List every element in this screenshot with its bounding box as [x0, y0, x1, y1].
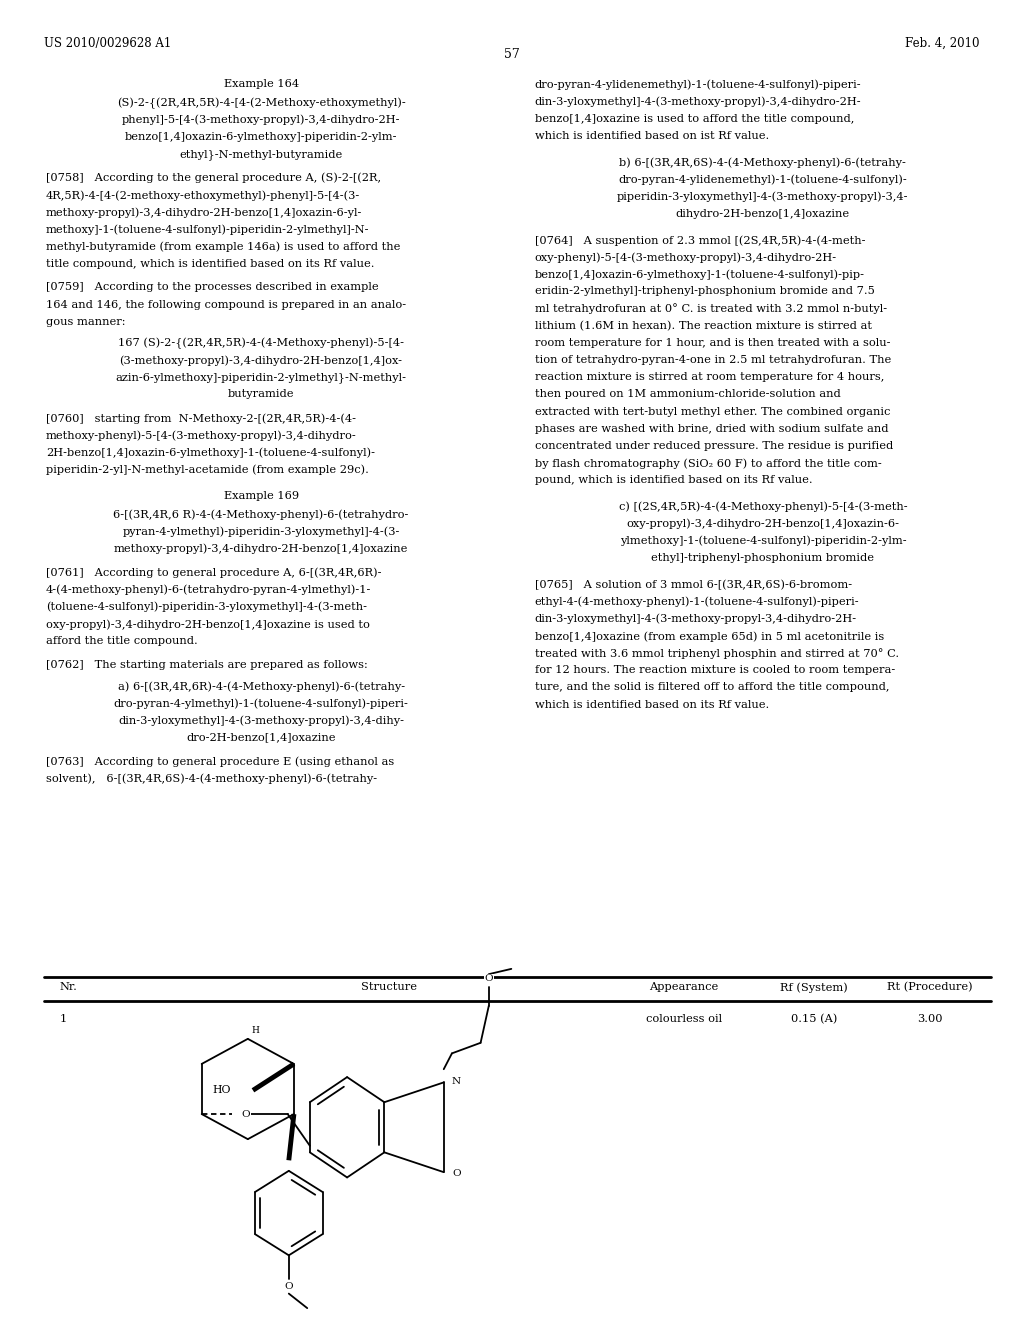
Text: piperidin-2-yl]-N-methyl-acetamide (from example 29c).: piperidin-2-yl]-N-methyl-acetamide (from…	[46, 465, 369, 475]
Text: which is identified based on ist Rf value.: which is identified based on ist Rf valu…	[535, 131, 769, 141]
Text: dro-pyran-4-ylmethyl)-1-(toluene-4-sulfonyl)-piperi-: dro-pyran-4-ylmethyl)-1-(toluene-4-sulfo…	[114, 698, 409, 709]
Text: O: O	[242, 1110, 250, 1118]
Text: then poured on 1M ammonium-chloride-solution and: then poured on 1M ammonium-chloride-solu…	[535, 389, 841, 400]
Text: extracted with tert-butyl methyl ether. The combined organic: extracted with tert-butyl methyl ether. …	[535, 407, 890, 417]
Text: 167 (S)-2-{(2R,4R,5R)-4-(4-Methoxy-phenyl)-5-[4-: 167 (S)-2-{(2R,4R,5R)-4-(4-Methoxy-pheny…	[118, 338, 404, 350]
Text: concentrated under reduced pressure. The residue is purified: concentrated under reduced pressure. The…	[535, 441, 893, 451]
Text: title compound, which is identified based on its Rf value.: title compound, which is identified base…	[46, 259, 375, 269]
Text: Nr.: Nr.	[59, 982, 77, 993]
Text: methoxy-propyl)-3,4-dihydro-2H-benzo[1,4]oxazin-6-yl-: methoxy-propyl)-3,4-dihydro-2H-benzo[1,4…	[46, 207, 362, 218]
Text: lithium (1.6M in hexan). The reaction mixture is stirred at: lithium (1.6M in hexan). The reaction mi…	[535, 321, 871, 331]
Text: oxy-phenyl)-5-[4-(3-methoxy-propyl)-3,4-dihydro-2H-: oxy-phenyl)-5-[4-(3-methoxy-propyl)-3,4-…	[535, 252, 837, 263]
Text: 3.00: 3.00	[918, 1014, 942, 1024]
Text: methoxy-phenyl)-5-[4-(3-methoxy-propyl)-3,4-dihydro-: methoxy-phenyl)-5-[4-(3-methoxy-propyl)-…	[46, 430, 356, 441]
Text: for 12 hours. The reaction mixture is cooled to room tempera-: for 12 hours. The reaction mixture is co…	[535, 665, 895, 676]
Text: [0764]   A suspention of 2.3 mmol [(2S,4R,5R)-4-(4-meth-: [0764] A suspention of 2.3 mmol [(2S,4R,…	[535, 235, 865, 246]
Text: phases are washed with brine, dried with sodium sulfate and: phases are washed with brine, dried with…	[535, 424, 888, 434]
Text: phenyl]-5-[4-(3-methoxy-propyl)-3,4-dihydro-2H-: phenyl]-5-[4-(3-methoxy-propyl)-3,4-dihy…	[122, 115, 400, 125]
Text: 0.15 (A): 0.15 (A)	[791, 1014, 838, 1024]
Text: pyran-4-ylmethyl)-piperidin-3-yloxymethyl]-4-(3-: pyran-4-ylmethyl)-piperidin-3-yloxymethy…	[123, 527, 399, 537]
Text: afford the title compound.: afford the title compound.	[46, 636, 198, 647]
Text: 1: 1	[59, 1014, 67, 1024]
Text: ethyl-4-(4-methoxy-phenyl)-1-(toluene-4-sulfonyl)-piperi-: ethyl-4-(4-methoxy-phenyl)-1-(toluene-4-…	[535, 597, 859, 607]
Text: azin-6-ylmethoxy]-piperidin-2-ylmethyl}-N-methyl-: azin-6-ylmethoxy]-piperidin-2-ylmethyl}-…	[116, 372, 407, 383]
Text: benzo[1,4]oxazine (from example 65d) in 5 ml acetonitrile is: benzo[1,4]oxazine (from example 65d) in …	[535, 631, 884, 642]
Text: 6-[(3R,4R,6 R)-4-(4-Methoxy-phenyl)-6-(tetrahydro-: 6-[(3R,4R,6 R)-4-(4-Methoxy-phenyl)-6-(t…	[114, 510, 409, 520]
Text: 2H-benzo[1,4]oxazin-6-ylmethoxy]-1-(toluene-4-sulfonyl)-: 2H-benzo[1,4]oxazin-6-ylmethoxy]-1-(tolu…	[46, 447, 375, 458]
Text: Feb. 4, 2010: Feb. 4, 2010	[905, 37, 980, 50]
Text: din-3-yloxymethyl]-4-(3-methoxy-propyl-3,4-dihydro-2H-: din-3-yloxymethyl]-4-(3-methoxy-propyl-3…	[535, 614, 857, 624]
Text: HO: HO	[212, 1085, 230, 1096]
Text: ylmethoxy]-1-(toluene-4-sulfonyl)-piperidin-2-ylm-: ylmethoxy]-1-(toluene-4-sulfonyl)-piperi…	[620, 536, 906, 546]
Text: [0765]   A solution of 3 mmol 6-[(3R,4R,6S)-6-bromom-: [0765] A solution of 3 mmol 6-[(3R,4R,6S…	[535, 579, 852, 590]
Text: treated with 3.6 mmol triphenyl phosphin and stirred at 70° C.: treated with 3.6 mmol triphenyl phosphin…	[535, 648, 899, 659]
Text: c) [(2S,4R,5R)-4-(4-Methoxy-phenyl)-5-[4-(3-meth-: c) [(2S,4R,5R)-4-(4-Methoxy-phenyl)-5-[4…	[618, 502, 907, 512]
Text: (toluene-4-sulfonyl)-piperidin-3-yloxymethyl]-4-(3-meth-: (toluene-4-sulfonyl)-piperidin-3-yloxyme…	[46, 602, 367, 612]
Text: dro-pyran-4-ylidenemethyl)-1-(toluene-4-sulfonyl)-: dro-pyran-4-ylidenemethyl)-1-(toluene-4-…	[618, 174, 907, 185]
Text: [0763]   According to general procedure E (using ethanol as: [0763] According to general procedure E …	[46, 756, 394, 767]
Text: [0758]   According to the general procedure A, (S)-2-[(2R,: [0758] According to the general procedur…	[46, 173, 381, 183]
Text: din-3-yloxymethyl]-4-(3-methoxy-propyl)-3,4-dihy-: din-3-yloxymethyl]-4-(3-methoxy-propyl)-…	[118, 715, 404, 726]
Text: room temperature for 1 hour, and is then treated with a solu-: room temperature for 1 hour, and is then…	[535, 338, 890, 348]
Text: (3-methoxy-propyl)-3,4-dihydro-2H-benzo[1,4]ox-: (3-methoxy-propyl)-3,4-dihydro-2H-benzo[…	[120, 355, 402, 366]
Text: tion of tetrahydro-pyran-4-one in 2.5 ml tetrahydrofuran. The: tion of tetrahydro-pyran-4-one in 2.5 ml…	[535, 355, 891, 366]
Text: Structure: Structure	[361, 982, 417, 993]
Text: 4R,5R)-4-[4-(2-methoxy-ethoxymethyl)-phenyl]-5-[4-(3-: 4R,5R)-4-[4-(2-methoxy-ethoxymethyl)-phe…	[46, 190, 360, 201]
Text: methyl-butyramide (from example 146a) is used to afford the: methyl-butyramide (from example 146a) is…	[46, 242, 400, 252]
Text: N: N	[452, 1077, 461, 1085]
Text: solvent),   6-[(3R,4R,6S)-4-(4-methoxy-phenyl)-6-(tetrahy-: solvent), 6-[(3R,4R,6S)-4-(4-methoxy-phe…	[46, 774, 377, 784]
Text: [0761]   According to general procedure A, 6-[(3R,4R,6R)-: [0761] According to general procedure A,…	[46, 568, 382, 578]
Text: 164 and 146, the following compound is prepared in an analo-: 164 and 146, the following compound is p…	[46, 300, 407, 310]
Text: benzo[1,4]oxazin-6-ylmethoxy]-piperidin-2-ylm-: benzo[1,4]oxazin-6-ylmethoxy]-piperidin-…	[125, 132, 397, 143]
Text: which is identified based on its Rf value.: which is identified based on its Rf valu…	[535, 700, 769, 710]
Text: by flash chromatography (SiO₂ 60 F) to afford the title com-: by flash chromatography (SiO₂ 60 F) to a…	[535, 458, 882, 469]
Text: [0759]   According to the processes described in example: [0759] According to the processes descri…	[46, 282, 379, 293]
Text: benzo[1,4]oxazine is used to afford the title compound,: benzo[1,4]oxazine is used to afford the …	[535, 114, 854, 124]
Text: Appearance: Appearance	[649, 982, 719, 993]
Text: Rt (Procedure): Rt (Procedure)	[887, 982, 973, 993]
Text: (S)-2-{(2R,4R,5R)-4-[4-(2-Methoxy-ethoxymethyl)-: (S)-2-{(2R,4R,5R)-4-[4-(2-Methoxy-ethoxy…	[117, 98, 406, 110]
Text: O: O	[285, 1282, 293, 1291]
Text: ethyl]-triphenyl-phosphonium bromide: ethyl]-triphenyl-phosphonium bromide	[651, 553, 874, 564]
Text: pound, which is identified based on its Rf value.: pound, which is identified based on its …	[535, 475, 812, 486]
Text: dro-pyran-4-ylidenemethyl)-1-(toluene-4-sulfonyl)-piperi-: dro-pyran-4-ylidenemethyl)-1-(toluene-4-…	[535, 79, 861, 90]
Text: [0760]   starting from  N-Methoxy-2-[(2R,4R,5R)-4-(4-: [0760] starting from N-Methoxy-2-[(2R,4R…	[46, 413, 356, 424]
Text: 57: 57	[504, 48, 520, 61]
Text: ml tetrahydrofuran at 0° C. is treated with 3.2 mmol n-butyl-: ml tetrahydrofuran at 0° C. is treated w…	[535, 304, 887, 314]
Text: methoxy-propyl)-3,4-dihydro-2H-benzo[1,4]oxazine: methoxy-propyl)-3,4-dihydro-2H-benzo[1,4…	[114, 544, 409, 554]
Text: butyramide: butyramide	[228, 389, 294, 400]
Text: O: O	[484, 974, 494, 983]
Text: benzo[1,4]oxazin-6-ylmethoxy]-1-(toluene-4-sulfonyl)-pip-: benzo[1,4]oxazin-6-ylmethoxy]-1-(toluene…	[535, 269, 864, 280]
Text: din-3-yloxymethyl]-4-(3-methoxy-propyl)-3,4-dihydro-2H-: din-3-yloxymethyl]-4-(3-methoxy-propyl)-…	[535, 96, 861, 107]
Text: piperidin-3-yloxymethyl]-4-(3-methoxy-propyl)-3,4-: piperidin-3-yloxymethyl]-4-(3-methoxy-pr…	[617, 191, 908, 202]
Text: Example 169: Example 169	[223, 491, 299, 502]
Text: colourless oil: colourless oil	[646, 1014, 722, 1024]
Text: b) 6-[(3R,4R,6S)-4-(4-Methoxy-phenyl)-6-(tetrahy-: b) 6-[(3R,4R,6S)-4-(4-Methoxy-phenyl)-6-…	[620, 157, 906, 168]
Text: Rf (System): Rf (System)	[780, 982, 848, 993]
Text: O: O	[452, 1170, 461, 1177]
Text: 4-(4-methoxy-phenyl)-6-(tetrahydro-pyran-4-ylmethyl)-1-: 4-(4-methoxy-phenyl)-6-(tetrahydro-pyran…	[46, 585, 372, 595]
Text: eridin-2-ylmethyl]-triphenyl-phosphonium bromide and 7.5: eridin-2-ylmethyl]-triphenyl-phosphonium…	[535, 286, 874, 297]
Text: oxy-propyl)-3,4-dihydro-2H-benzo[1,4]oxazine is used to: oxy-propyl)-3,4-dihydro-2H-benzo[1,4]oxa…	[46, 619, 370, 630]
Text: methoxy]-1-(toluene-4-sulfonyl)-piperidin-2-ylmethyl]-N-: methoxy]-1-(toluene-4-sulfonyl)-piperidi…	[46, 224, 370, 235]
Text: oxy-propyl)-3,4-dihydro-2H-benzo[1,4]oxazin-6-: oxy-propyl)-3,4-dihydro-2H-benzo[1,4]oxa…	[627, 519, 899, 529]
Text: ture, and the solid is filtered off to afford the title compound,: ture, and the solid is filtered off to a…	[535, 682, 889, 693]
Text: dihydro-2H-benzo[1,4]oxazine: dihydro-2H-benzo[1,4]oxazine	[676, 209, 850, 219]
Text: [0762]   The starting materials are prepared as follows:: [0762] The starting materials are prepar…	[46, 660, 368, 671]
Text: a) 6-[(3R,4R,6R)-4-(4-Methoxy-phenyl)-6-(tetrahy-: a) 6-[(3R,4R,6R)-4-(4-Methoxy-phenyl)-6-…	[118, 681, 404, 692]
Text: reaction mixture is stirred at room temperature for 4 hours,: reaction mixture is stirred at room temp…	[535, 372, 884, 383]
Text: Example 164: Example 164	[223, 79, 299, 90]
Text: H: H	[252, 1026, 260, 1035]
Text: ethyl}-N-methyl-butyramide: ethyl}-N-methyl-butyramide	[179, 149, 343, 160]
Text: US 2010/0029628 A1: US 2010/0029628 A1	[44, 37, 171, 50]
Text: dro-2H-benzo[1,4]oxazine: dro-2H-benzo[1,4]oxazine	[186, 733, 336, 743]
Text: gous manner:: gous manner:	[46, 317, 126, 327]
